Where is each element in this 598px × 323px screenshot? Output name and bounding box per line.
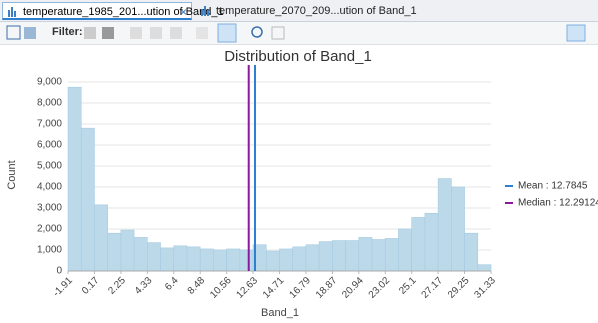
bar xyxy=(94,204,108,272)
bar xyxy=(384,238,399,272)
bar xyxy=(318,241,333,272)
bar xyxy=(80,127,95,272)
y-tick-label: 1,000 xyxy=(37,245,62,256)
bar xyxy=(332,240,346,272)
bar xyxy=(120,229,135,272)
chart-type-button[interactable] xyxy=(24,27,36,39)
tab-icon xyxy=(8,7,16,17)
bar xyxy=(451,186,465,272)
chart: Distribution of Band_1 Count Band_1 0 1,0… xyxy=(6,48,598,319)
x-tick-label: 0.17 xyxy=(80,275,102,297)
tab-bar: temperature_1985_201...ution of Band_1 ×… xyxy=(0,0,598,22)
bar xyxy=(424,212,439,272)
y-tick-label: 7,000 xyxy=(37,119,62,130)
bar xyxy=(199,248,214,272)
bar xyxy=(437,178,452,272)
toolbar: Filter: xyxy=(0,22,598,45)
bar xyxy=(239,249,254,272)
legend-label: Mean : 12.7845 xyxy=(518,181,588,192)
legend-label: Median : 12.29124 xyxy=(518,198,598,209)
tab-label: temperature_1985_201...ution of Band_1 xyxy=(23,6,224,18)
x-tick-label: 18.87 xyxy=(314,275,340,301)
y-tick-label: 2,000 xyxy=(37,224,62,235)
legend-button[interactable] xyxy=(566,24,586,42)
x-tick-label: 10.56 xyxy=(208,275,234,301)
y-tick-label: 3,000 xyxy=(37,203,62,214)
zoom-button[interactable] xyxy=(251,26,263,38)
tab-icon xyxy=(201,6,209,16)
y-tick-label: 5,000 xyxy=(37,161,62,172)
bar xyxy=(147,242,161,272)
bar xyxy=(107,232,122,272)
x-tick-label: 2.25 xyxy=(106,275,128,297)
x-tick-label: 23.02 xyxy=(367,275,393,301)
bar xyxy=(265,250,280,272)
bar xyxy=(279,248,294,272)
bar xyxy=(173,245,188,272)
y-tick-label: 8,000 xyxy=(37,98,62,109)
x-tick-label: 16.79 xyxy=(287,275,313,301)
filter-label: Filter: xyxy=(52,26,83,38)
bar xyxy=(358,237,373,272)
x-tick-label: 20.94 xyxy=(340,275,366,301)
tab-active[interactable]: temperature_1985_201...ution of Band_1 × xyxy=(2,2,224,20)
bar xyxy=(67,86,82,272)
y-tick-label: 9,000 xyxy=(37,77,62,88)
toolbar-icons xyxy=(6,23,586,43)
bar xyxy=(411,217,426,272)
y-tick-label: 4,000 xyxy=(37,182,62,193)
full-extent-button[interactable] xyxy=(271,26,285,40)
bar xyxy=(305,244,320,272)
filter-button[interactable] xyxy=(84,27,96,39)
tab-label: temperature_2070_209...ution of Band_1 xyxy=(216,5,417,17)
table-button[interactable] xyxy=(150,27,162,39)
x-tick-label: 29.25 xyxy=(446,275,472,301)
x-axis-label: Band_1 xyxy=(261,307,299,319)
y-axis-label: Count xyxy=(6,160,18,189)
bar xyxy=(160,247,175,272)
x-tick-label: 25.1 xyxy=(397,275,419,297)
select-tool-button[interactable] xyxy=(217,23,237,43)
table-button[interactable] xyxy=(170,27,182,39)
bar xyxy=(226,248,241,272)
bar xyxy=(345,240,360,272)
x-tick-label: -1.91 xyxy=(51,275,75,299)
x-tick-label: 8.48 xyxy=(186,275,208,297)
x-tick-label: 12.63 xyxy=(235,275,261,301)
x-tick-label: 14.71 xyxy=(261,275,287,301)
bar xyxy=(398,228,412,272)
tab-close[interactable]: × xyxy=(179,5,187,19)
bar xyxy=(292,246,307,272)
bar xyxy=(133,237,148,272)
x-tick-label: 4.33 xyxy=(133,275,155,297)
select-button[interactable] xyxy=(196,27,208,39)
bar xyxy=(371,239,386,272)
bar xyxy=(464,232,479,272)
filter-button[interactable] xyxy=(102,27,114,39)
y-tick-label: 6,000 xyxy=(37,140,62,151)
bar xyxy=(477,264,492,272)
tab[interactable]: temperature_2070_209...ution of Band_1 xyxy=(196,2,417,20)
bar xyxy=(186,246,201,272)
x-tick-label: 27.17 xyxy=(420,275,446,301)
y-tick-label: 0 xyxy=(56,266,62,277)
table-button[interactable] xyxy=(130,27,142,39)
x-tick-label: 6.4 xyxy=(163,275,181,293)
chart-title: Distribution of Band_1 xyxy=(224,48,372,65)
properties-button[interactable] xyxy=(6,25,21,40)
x-tick-label: 31.33 xyxy=(473,275,499,301)
bar xyxy=(213,249,227,272)
